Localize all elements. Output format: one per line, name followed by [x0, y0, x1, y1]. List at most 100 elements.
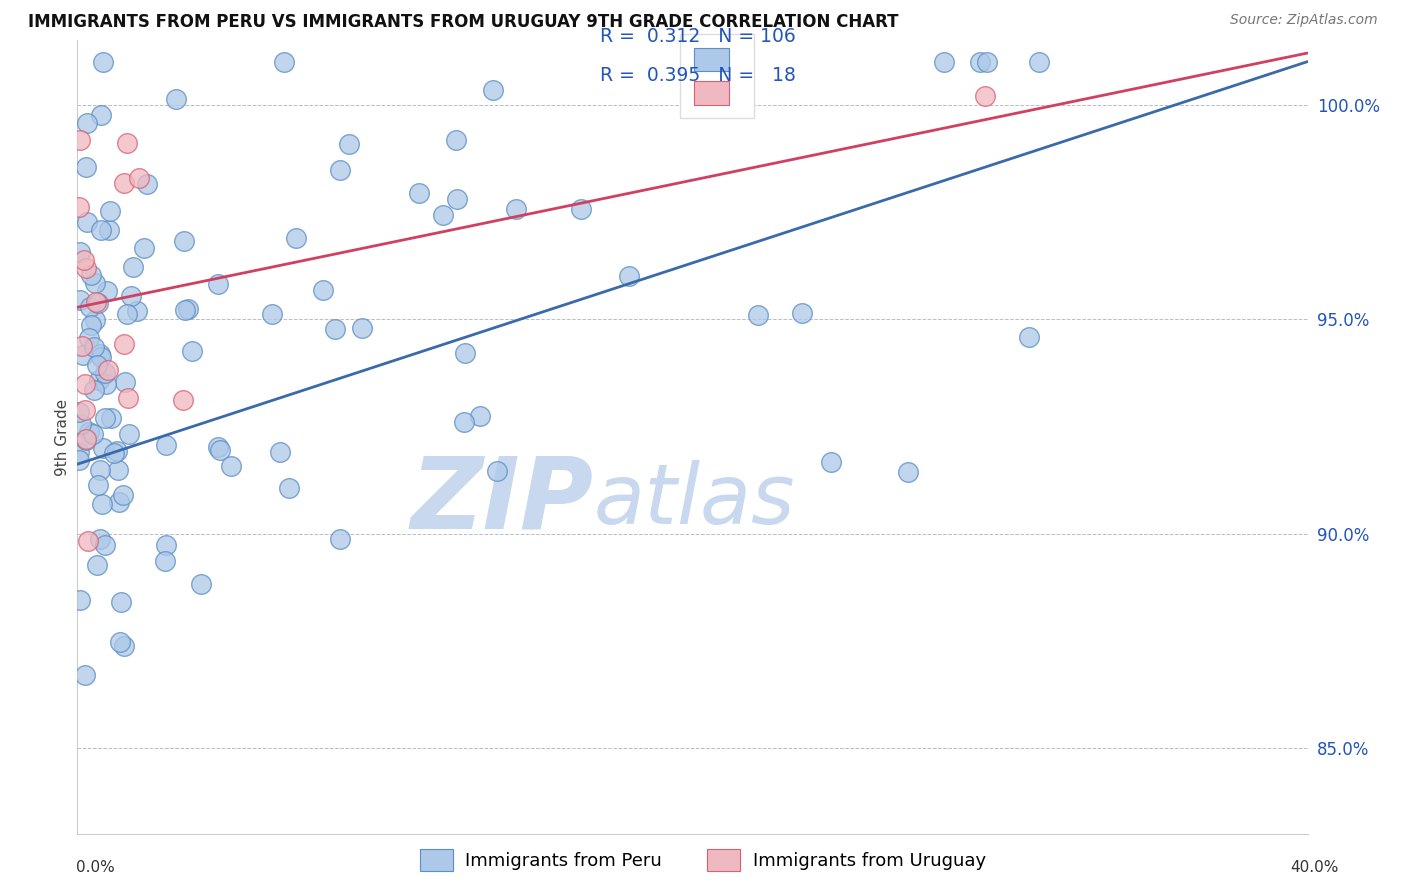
Point — [93, 366, 115, 380]
Point — [112, 177, 135, 191]
Point — [312, 283, 335, 297]
Point — [75, 376, 97, 391]
Point — [115, 136, 138, 150]
Point — [69, 592, 91, 607]
Point — [105, 444, 128, 458]
Point — [87, 296, 110, 310]
Legend: , : , — [681, 34, 754, 119]
Text: R =  0.312   N = 106: R = 0.312 N = 106 — [600, 27, 796, 45]
Point — [153, 554, 176, 568]
Point — [619, 268, 641, 283]
Point — [134, 241, 156, 255]
Point — [76, 116, 98, 130]
Legend: Immigrants from Peru, Immigrants from Uruguay: Immigrants from Peru, Immigrants from Ur… — [413, 842, 993, 879]
Point — [470, 409, 492, 424]
Point — [75, 260, 97, 275]
Point — [352, 320, 374, 334]
Point — [83, 384, 105, 398]
Point — [69, 293, 91, 308]
Y-axis label: 9th Grade: 9th Grade — [55, 399, 70, 475]
Point — [97, 223, 120, 237]
Point — [181, 343, 204, 358]
Point — [86, 358, 108, 372]
Point — [127, 304, 149, 318]
Point — [77, 533, 100, 548]
Point — [100, 203, 122, 218]
Point — [112, 639, 135, 653]
Point — [337, 137, 360, 152]
Point — [69, 133, 91, 147]
Point — [115, 307, 138, 321]
Text: atlas: atlas — [595, 460, 796, 541]
Text: ZIP: ZIP — [411, 452, 595, 549]
Point — [976, 54, 998, 69]
Point — [72, 348, 94, 362]
Point — [67, 200, 90, 214]
Point — [90, 351, 112, 365]
Point — [69, 245, 91, 260]
Point — [70, 339, 93, 353]
Point — [155, 538, 177, 552]
Point — [83, 276, 105, 290]
Text: 40.0%: 40.0% — [1291, 861, 1339, 875]
Point — [73, 253, 96, 268]
Point — [82, 426, 104, 441]
Point — [75, 433, 97, 447]
Point — [1018, 330, 1040, 344]
Point — [84, 313, 107, 327]
Point — [70, 417, 93, 431]
Point — [128, 171, 150, 186]
Point — [97, 362, 120, 376]
Point — [897, 465, 920, 479]
Point — [207, 440, 229, 454]
Point — [91, 54, 114, 69]
Point — [67, 445, 90, 459]
Point — [73, 403, 96, 417]
Point — [107, 463, 129, 477]
Point — [96, 284, 118, 298]
Point — [90, 108, 112, 122]
Point — [89, 533, 111, 547]
Point — [219, 458, 242, 473]
Point — [481, 83, 503, 97]
Point — [122, 260, 145, 274]
Point — [569, 202, 592, 216]
Point — [77, 331, 100, 345]
Point — [94, 377, 117, 392]
Point — [969, 54, 991, 69]
Point — [790, 306, 813, 320]
Point — [83, 340, 105, 354]
Point — [89, 463, 111, 477]
Point — [114, 376, 136, 390]
Point — [172, 392, 194, 407]
Point — [103, 446, 125, 460]
Point — [91, 441, 114, 455]
Point — [209, 443, 232, 458]
Text: 0.0%: 0.0% — [76, 861, 115, 875]
Point — [108, 634, 131, 648]
Point — [329, 532, 352, 546]
Point — [207, 277, 229, 292]
Point — [73, 667, 96, 681]
Point — [932, 54, 955, 69]
Point — [177, 301, 200, 316]
Point — [87, 373, 110, 387]
Point — [91, 497, 114, 511]
Point — [100, 410, 122, 425]
Point — [111, 488, 134, 502]
Point — [108, 495, 131, 509]
Point — [432, 208, 454, 222]
Point — [454, 345, 477, 359]
Point — [155, 438, 177, 452]
Point — [285, 231, 308, 245]
Point — [86, 558, 108, 572]
Point — [747, 309, 769, 323]
Point — [79, 300, 101, 314]
Point — [77, 425, 100, 439]
Point — [260, 307, 283, 321]
Point — [86, 478, 108, 492]
Point — [84, 294, 107, 309]
Point — [67, 453, 90, 467]
Point — [173, 234, 195, 248]
Point — [190, 577, 212, 591]
